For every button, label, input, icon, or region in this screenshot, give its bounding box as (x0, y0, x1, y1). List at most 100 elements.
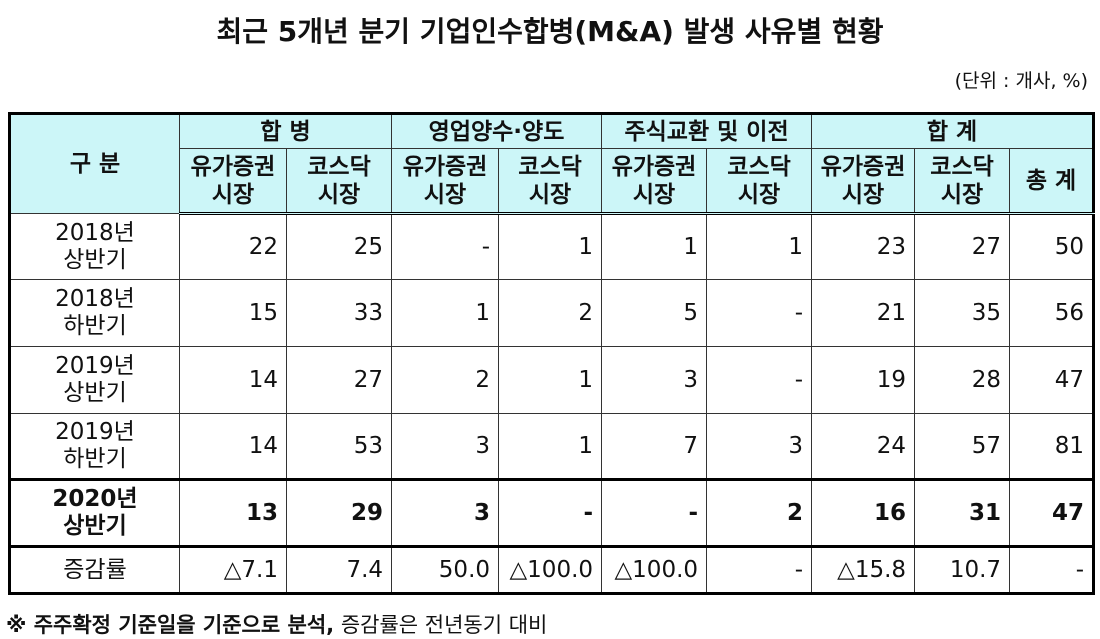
cell: 1 (601, 213, 708, 280)
table-row: 2019년 상반기 14 27 2 1 3-19 28 47 (9, 346, 1095, 414)
cell: 31 (914, 478, 1011, 548)
footnote-bold: ※ 주주확정 기준일을 기준으로 분석, (6, 613, 335, 637)
cell: 14 (179, 346, 287, 414)
group-header: 영업양수·양도 (391, 113, 603, 149)
cell: 22 (179, 213, 287, 280)
cell: 15 (179, 279, 287, 347)
cell: 57 (914, 413, 1011, 480)
row-label: 증감률 (9, 546, 180, 594)
cell: 14 (179, 413, 287, 480)
cell: - (391, 213, 500, 280)
row-label-line: 상반기 (63, 380, 127, 406)
cell: 27 (285, 346, 393, 414)
row-label: 2018년 상반기 (9, 213, 180, 280)
cell: 47 (1009, 346, 1095, 414)
sub-header-line: 코스닥 (518, 153, 582, 180)
cell: 81 (1009, 413, 1095, 480)
cell: 1 (391, 279, 500, 347)
row-label-line: 상반기 (63, 513, 127, 539)
table-body: 2018년 상반기 22 25-1 1 1 23 27 50 2018년 하반기 15 33 1 2 5-21… (8, 213, 1096, 594)
group-header: 합 병 (178, 113, 393, 149)
cell: 3 (601, 346, 708, 414)
cell: 2 (498, 279, 603, 347)
cell: 5 (601, 279, 708, 347)
cell: 3 (391, 413, 500, 480)
group-header: 합 계 (811, 113, 1095, 149)
cell: 50 (1009, 213, 1095, 280)
row-label-line: 상반기 (63, 246, 127, 273)
row-label: 2019년 하반기 (9, 413, 180, 480)
cell: △15.8 (811, 546, 916, 594)
cell: 2 (706, 478, 813, 548)
sub-header: 유가증권 시장 (811, 148, 916, 215)
row-label: 2018년 하반기 (9, 279, 180, 347)
cell: 10.7 (914, 546, 1011, 594)
cell: 28 (914, 346, 1011, 414)
row-label-line: 2018년 (55, 219, 135, 246)
unit-note: (단위 : 개사, %) (954, 70, 1088, 92)
sub-header-line: 유가증권 (190, 153, 276, 180)
cell: - (706, 346, 813, 414)
table-row: 2018년 상반기 22 25-1 1 1 23 27 50 (9, 213, 1095, 280)
row-label-line: 2019년 (55, 353, 135, 379)
cell: - (498, 478, 603, 548)
sub-header-line: 시장 (211, 181, 255, 208)
table-row: 2018년 하반기 15 33 1 2 5-21 35 56 (9, 279, 1095, 347)
cell: 13 (179, 478, 287, 548)
cell: - (706, 546, 813, 594)
cell: 7 (601, 413, 708, 480)
cell: 1 (498, 213, 603, 280)
cell: 47 (1009, 478, 1096, 548)
sub-header-line: 유가증권 (820, 153, 906, 180)
row-label: 2019년 상반기 (9, 346, 180, 414)
footnote-text: 증감률은 전년동기 대비 (340, 613, 548, 637)
sub-header: 코스닥 시장 (706, 148, 813, 215)
cell: - (706, 279, 813, 347)
footnote: ※ 주주확정 기준일을 기준으로 분석, 증감률은 전년동기 대비 (6, 609, 547, 639)
sub-header-line: 코스닥 (930, 153, 994, 180)
sub-header: 유가증권 시장 (601, 148, 708, 215)
sub-header-line: 유가증권 (402, 153, 488, 180)
cell: 16 (811, 478, 916, 548)
sub-header-line: 시장 (423, 181, 467, 208)
cell: 50.0 (391, 546, 500, 594)
sub-header-line: 시장 (317, 181, 361, 208)
row-label-line: 2019년 (55, 419, 135, 445)
cell: - (1009, 546, 1095, 594)
sub-header-line: 시장 (528, 181, 572, 208)
cell: 3 (391, 478, 500, 548)
cell: 3 (706, 413, 813, 480)
cell: 1 (498, 413, 603, 480)
sub-header-line: 시장 (841, 181, 885, 208)
table-row: 2020년 상반기 13 29 3- -2 16 31 47 (8, 478, 1096, 548)
row-label: 2020년 상반기 (8, 478, 180, 548)
cell: 21 (811, 279, 916, 347)
group-header: 주식교환 및 이전 (601, 113, 813, 149)
sub-header: 유가증권 시장 (179, 148, 287, 215)
sub-header-line: 코스닥 (307, 153, 371, 180)
corner-header: 구 분 (9, 113, 180, 214)
table-row: 2019년 하반기 14 53 3 1 7 3 24 57 81 (9, 413, 1095, 480)
cell: 25 (285, 213, 393, 280)
cell: △7.1 (179, 546, 287, 594)
row-label-line: 2018년 (55, 286, 135, 312)
title: 최근 5개년 분기 기업인수합병(M&A) 발생 사유별 현황 (216, 15, 884, 48)
row-label-line: 하반기 (63, 446, 127, 472)
cell: 2 (391, 346, 500, 414)
cell: 7.4 (285, 546, 393, 594)
cell: 1 (498, 346, 603, 414)
sub-header: 코스닥 시장 (285, 148, 393, 215)
sub-header-line: 시장 (632, 181, 676, 208)
sub-header-line: 유가증권 (611, 153, 697, 180)
cell: 29 (285, 478, 393, 548)
row-label-line: 2020년 (52, 486, 138, 512)
sub-header: 코스닥 시장 (914, 148, 1011, 215)
sub-header-line: 시장 (940, 181, 984, 208)
sub-header: 유가증권 시장 (391, 148, 500, 215)
cell: 24 (811, 413, 916, 480)
row-label-line: 증감률 (63, 556, 127, 583)
total-header: 총 계 (1009, 148, 1095, 215)
